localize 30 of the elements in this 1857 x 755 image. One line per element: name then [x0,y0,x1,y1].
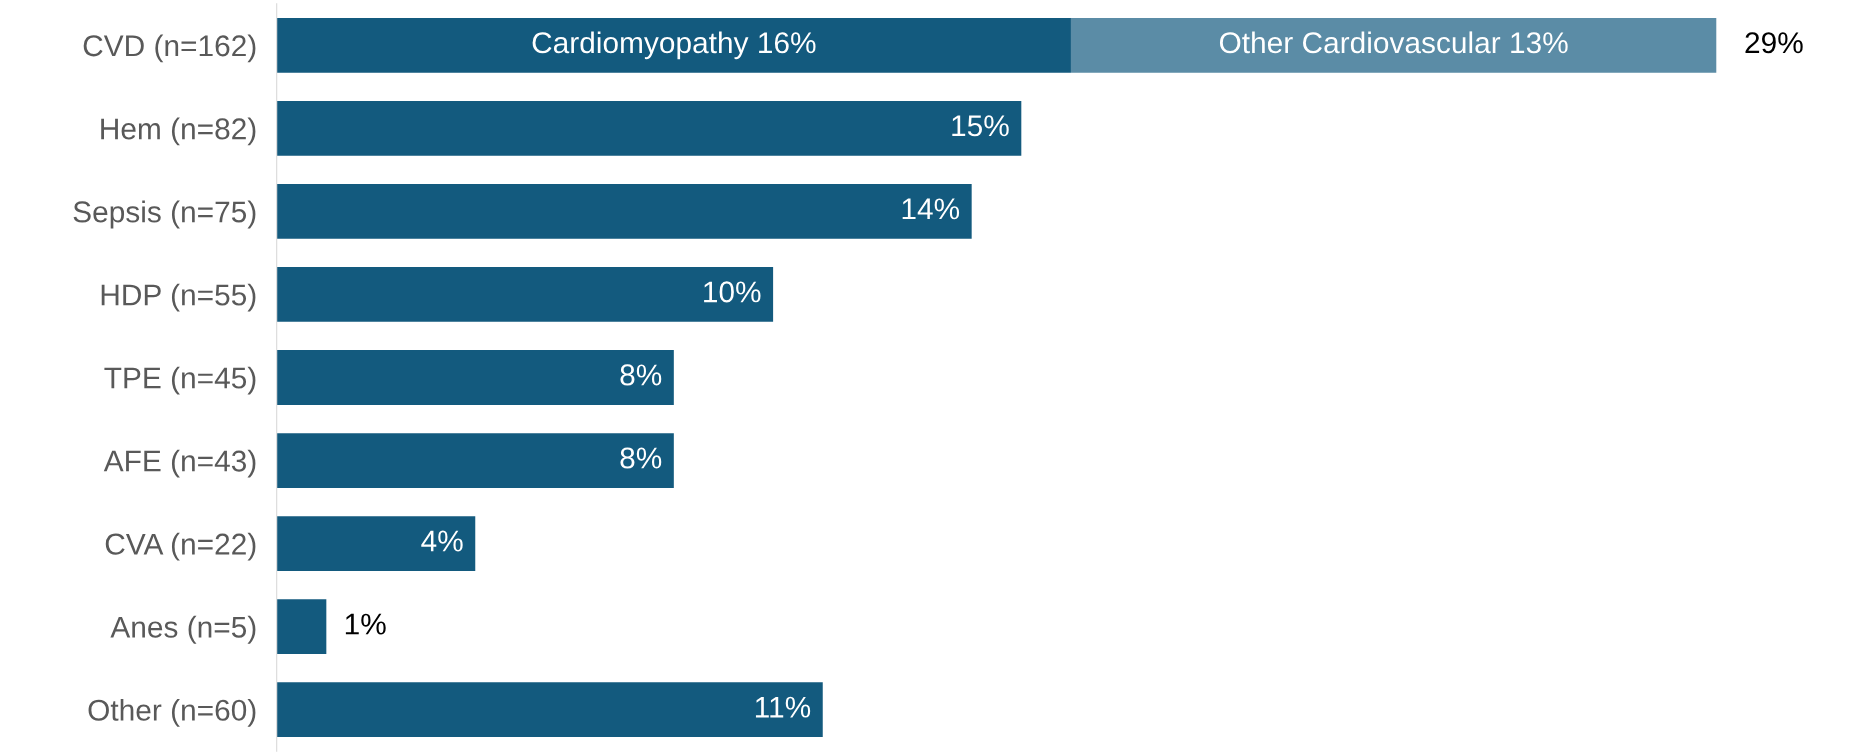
data-label: 14% [902,198,960,220]
y-tick-label: Other (n=60) [88,698,256,727]
bar [276,516,476,572]
y-tick-label: Anes (n=5) [110,615,256,644]
data-label: 15% [952,115,1009,137]
data-label: Other Cardiovascular 13% [1219,31,1568,54]
y-tick-label: CVD (n=162) [83,34,256,63]
data-label: 8% [620,447,662,469]
bar [276,17,1071,73]
bar [276,599,327,655]
data-label: 10% [704,281,761,303]
data-label: 4% [421,530,463,552]
data-label: Cardiomyopathy 16% [532,31,816,60]
data-label: 11% [755,696,811,718]
bar [276,183,972,239]
y-tick-label: CVA (n=22) [105,532,256,561]
total-label: 29% [1745,32,1803,54]
data-label: 1% [345,613,386,635]
data-label: 8% [620,364,662,386]
bar [1070,17,1717,73]
bar [276,350,674,405]
bar [276,682,823,738]
y-tick-label: Sepsis (n=75) [73,200,256,229]
bar [276,267,774,322]
y-tick-label: TPE (n=45) [104,366,256,395]
y-tick-label: AFE (n=43) [103,449,256,478]
bar [276,100,1022,156]
bar [276,433,674,488]
y-tick-label: Hem (n=82) [101,117,256,146]
y-tick-label: HDP (n=55) [101,283,256,312]
